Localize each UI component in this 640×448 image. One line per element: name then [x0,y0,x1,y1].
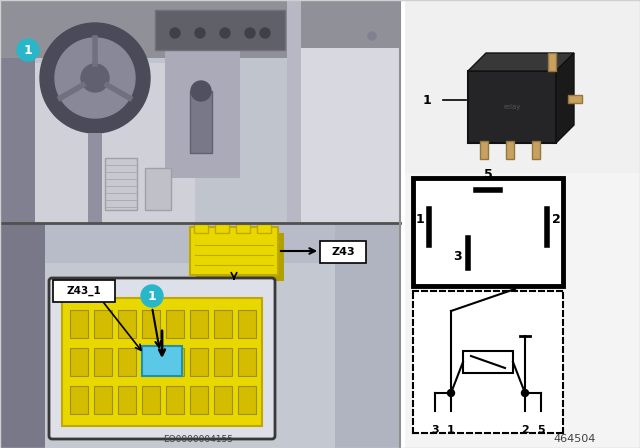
Circle shape [368,32,376,40]
Bar [532,141,540,159]
Bar [215,224,229,233]
Text: Z43_1: Z43_1 [67,286,101,296]
Text: Z43: Z43 [331,247,355,257]
Bar [190,227,278,275]
Bar [166,310,184,338]
Bar [214,348,232,376]
Bar [405,0,640,448]
Text: 5: 5 [537,425,545,435]
FancyBboxPatch shape [53,280,115,302]
Bar [238,348,256,376]
Bar [300,48,400,223]
Circle shape [81,64,109,92]
Bar [238,386,256,414]
Bar [0,0,400,223]
Bar [70,310,88,338]
Bar [118,310,136,338]
Bar [214,386,232,414]
Bar [0,0,35,223]
Bar [145,168,171,210]
Bar [155,10,285,50]
Bar [142,348,160,376]
Bar [70,348,88,376]
Bar [166,386,184,414]
Bar [94,386,112,414]
Bar [568,95,582,103]
Bar [480,141,488,159]
FancyBboxPatch shape [320,241,366,263]
Text: 2: 2 [552,212,561,225]
Circle shape [260,28,270,38]
Text: 1: 1 [447,425,455,435]
Bar [105,158,137,210]
Circle shape [522,389,529,396]
Text: 1: 1 [148,289,156,302]
Bar [335,223,400,448]
Bar [194,224,208,233]
Bar [0,223,400,448]
Bar [142,346,182,376]
Bar [214,310,232,338]
Text: 2: 2 [521,425,529,435]
Polygon shape [556,53,574,143]
Bar [548,53,556,71]
Text: 5: 5 [484,168,492,181]
Bar [506,141,514,159]
Text: EO0000004155: EO0000004155 [163,435,233,444]
Text: 3: 3 [431,425,439,435]
Bar [405,0,640,173]
Text: 464504: 464504 [554,434,596,444]
Bar [190,310,208,338]
Circle shape [17,39,39,61]
Bar [45,263,335,448]
Bar [118,348,136,376]
Bar [142,310,160,338]
Text: 1: 1 [24,43,33,56]
Circle shape [141,285,163,307]
Bar [196,233,284,281]
Bar [468,71,556,143]
Bar [142,386,160,414]
Bar [287,0,301,223]
Bar [463,351,513,373]
Bar [0,223,45,448]
Bar [35,63,195,223]
Circle shape [447,389,454,396]
Bar [165,43,240,178]
Bar [190,386,208,414]
Circle shape [55,38,135,118]
Bar [190,91,212,153]
Bar [62,298,262,426]
Bar [118,386,136,414]
Bar [94,310,112,338]
Circle shape [195,28,205,38]
Bar [70,386,88,414]
Bar [166,348,184,376]
Bar [257,224,271,233]
Circle shape [170,28,180,38]
FancyBboxPatch shape [49,278,275,439]
Bar [190,348,208,376]
Text: relay: relay [503,104,521,110]
Text: 1: 1 [422,94,431,107]
Bar [0,0,400,58]
Bar [238,310,256,338]
Bar [413,178,563,286]
Circle shape [191,81,211,101]
Circle shape [40,23,150,133]
Circle shape [245,28,255,38]
Circle shape [220,28,230,38]
Polygon shape [468,53,574,71]
Bar [236,224,250,233]
Bar [94,348,112,376]
Bar [413,291,563,433]
Bar [88,133,102,223]
Text: 3: 3 [454,250,462,263]
Text: 1: 1 [415,212,424,225]
